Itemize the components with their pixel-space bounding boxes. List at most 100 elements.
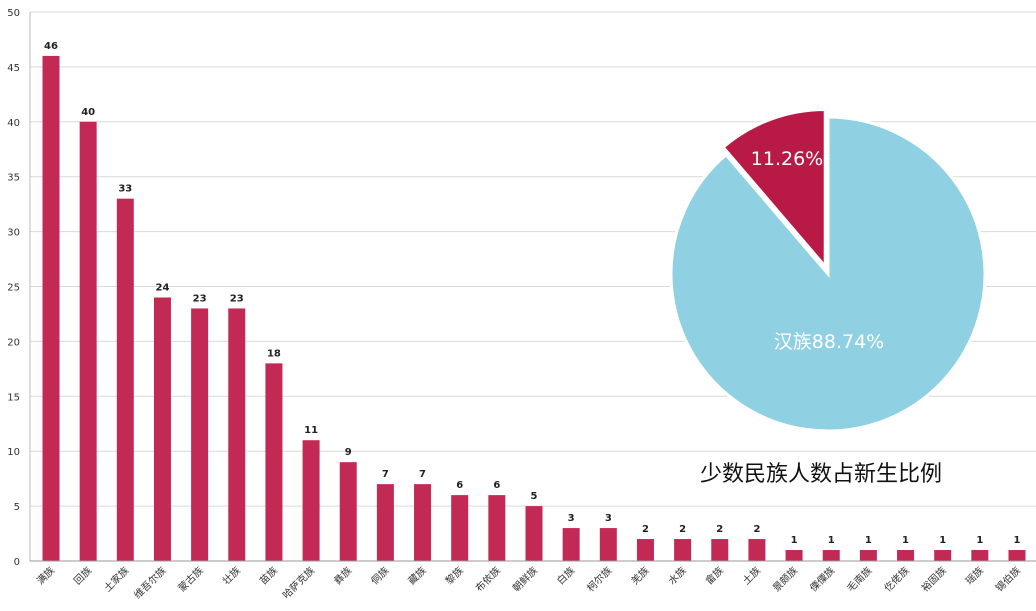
bar-value-label: 1 — [976, 535, 983, 546]
bar-value-label: 1 — [791, 535, 798, 546]
bar — [79, 121, 97, 562]
bar-value-label: 18 — [267, 348, 281, 359]
x-tick-label: 哈萨克族 — [280, 564, 317, 601]
x-tick-label: 羌族 — [628, 564, 651, 587]
bar-value-label: 1 — [939, 535, 946, 546]
x-tick-label: 裕固族 — [918, 564, 948, 594]
bar-value-label: 33 — [118, 184, 132, 195]
x-tick-label: 仡佬族 — [881, 564, 911, 594]
bar-value-label: 2 — [642, 524, 649, 535]
bar — [451, 495, 469, 561]
x-tick-label: 柯尔族 — [584, 564, 614, 594]
bar — [674, 539, 692, 561]
bar-value-label: 3 — [605, 513, 612, 524]
x-tick-label: 水族 — [665, 564, 688, 587]
x-tick-label: 壮族 — [220, 564, 243, 587]
bar-value-label: 6 — [456, 480, 463, 491]
bar-value-label: 23 — [193, 293, 207, 304]
pie-slice-label: 汉族88.74% — [774, 331, 884, 353]
x-tick-label: 土族 — [740, 564, 763, 587]
y-tick-label: 45 — [7, 63, 20, 74]
x-tick-label: 朝鲜族 — [510, 564, 540, 594]
x-tick-label: 回族 — [71, 564, 94, 587]
bar — [934, 550, 952, 561]
bar — [42, 55, 60, 562]
y-tick-label: 5 — [14, 502, 20, 513]
pie-chart-title: 少数民族人数占新生比例 — [700, 462, 943, 487]
pie-slice-label: 11.26% — [751, 148, 823, 170]
x-tick-label: 黎族 — [442, 564, 465, 587]
y-tick-label: 40 — [7, 118, 20, 129]
bar — [1008, 550, 1026, 561]
y-tick-label: 15 — [7, 392, 20, 403]
pie-slice — [669, 115, 987, 433]
bar-value-label: 24 — [156, 282, 170, 293]
pie-slice — [721, 107, 827, 271]
bar-value-label: 1 — [865, 535, 872, 546]
bar — [414, 484, 432, 561]
y-tick-label: 25 — [7, 283, 20, 294]
x-tick-label: 白族 — [554, 564, 577, 587]
x-tick-label: 维吾尔族 — [131, 564, 168, 601]
bar — [302, 440, 320, 561]
bar-value-label: 1 — [1014, 535, 1021, 546]
x-tick-label: 毛南族 — [844, 564, 874, 594]
pie-chart: 汉族88.74% 11.26% — [669, 107, 987, 433]
bar-value-label: 11 — [304, 425, 318, 436]
bar-value-label: 7 — [419, 469, 426, 480]
bar-value-label: 6 — [493, 480, 500, 491]
y-axis: 0 5 10 15 20 25 30 35 40 45 50 — [7, 8, 31, 568]
y-tick-label: 10 — [7, 447, 20, 458]
bar-value-label: 1 — [902, 535, 909, 546]
x-tick-label: 傈僳族 — [807, 564, 837, 594]
bar — [748, 539, 766, 561]
x-tick-label: 瑶族 — [963, 564, 986, 587]
bar-value-label: 23 — [230, 293, 244, 304]
bar — [859, 550, 877, 561]
x-tick-label: 畲族 — [703, 564, 726, 587]
x-tick-label: 侗族 — [368, 564, 391, 587]
bar — [785, 550, 803, 561]
x-tick-label: 满族 — [34, 564, 57, 587]
bar — [525, 506, 543, 561]
bar-value-label: 2 — [679, 524, 686, 535]
bar-value-label: 5 — [531, 491, 538, 502]
bar-value-label: 3 — [568, 513, 575, 524]
bar — [488, 495, 506, 561]
bars — [42, 55, 1026, 562]
x-tick-label: 土家族 — [101, 564, 131, 594]
y-tick-label: 20 — [7, 337, 20, 348]
x-tick-label: 布依族 — [473, 564, 503, 594]
x-tick-label: 彝族 — [331, 564, 354, 587]
x-axis: 满族 回族 土家族 维吾尔族 蒙古族 壮族 苗族 哈萨克族 彝族 侗族 藏族 黎族 布依族 朝鲜族 白族 柯尔… — [30, 560, 1036, 601]
bar-value-label: 2 — [716, 524, 723, 535]
y-tick-label: 30 — [7, 228, 20, 239]
x-tick-label: 苗族 — [257, 564, 280, 587]
bar — [339, 462, 357, 561]
bar-value-label: 9 — [345, 447, 352, 458]
bar-value-label: 2 — [753, 524, 760, 535]
bar-value-label: 7 — [382, 469, 389, 480]
x-tick-label: 蒙古族 — [175, 564, 205, 594]
bar — [897, 550, 915, 561]
bar — [376, 484, 394, 561]
bar — [116, 198, 134, 561]
bar — [153, 297, 171, 561]
bar — [822, 550, 840, 561]
bar — [191, 308, 209, 561]
bar — [562, 528, 580, 561]
bar-value-label: 1 — [828, 535, 835, 546]
bar — [636, 539, 654, 561]
x-tick-label: 锡伯族 — [993, 564, 1023, 594]
bar — [599, 528, 617, 561]
y-tick-label: 50 — [7, 8, 20, 19]
y-tick-label: 35 — [7, 173, 20, 184]
y-tick-label: 0 — [14, 557, 20, 568]
bar-value-label: 46 — [44, 41, 58, 52]
bar — [265, 363, 283, 561]
bar — [228, 308, 246, 561]
x-tick-label: 景颇族 — [770, 564, 800, 594]
